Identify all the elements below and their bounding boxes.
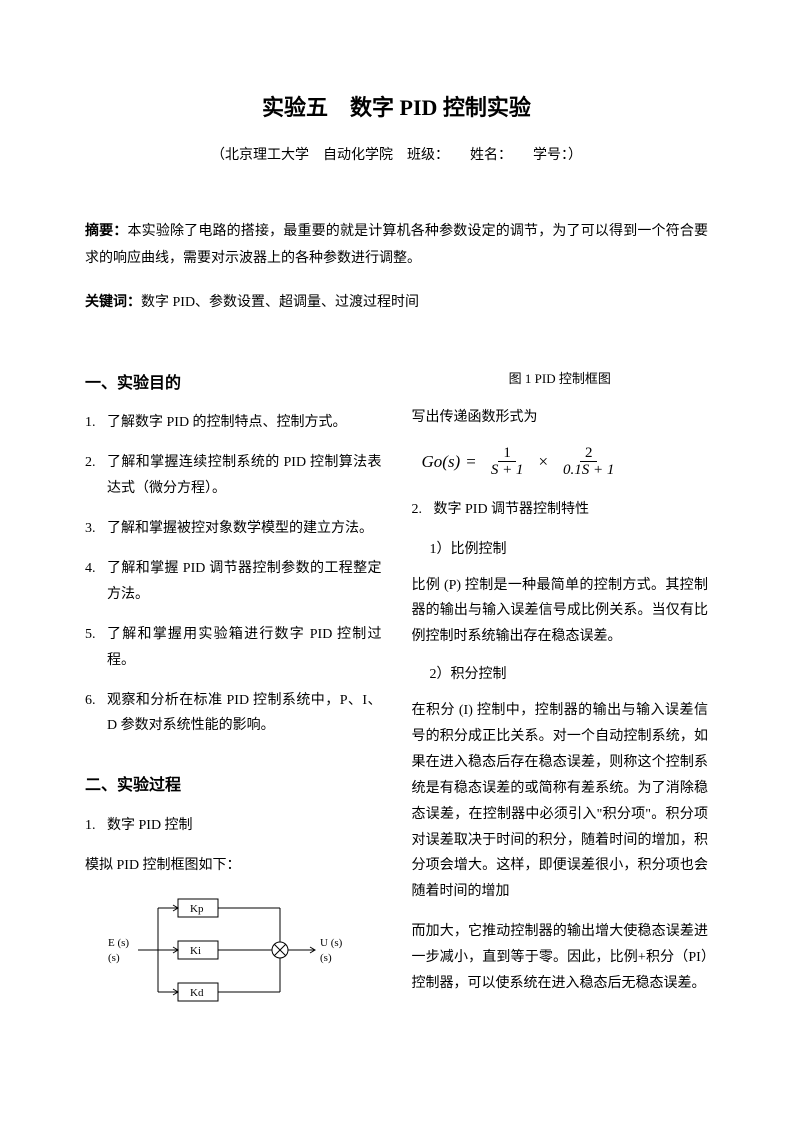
sub2-para1: 在积分 (I) 控制中，控制器的输出与输入误差信号的积分成正比关系。对一个自动控… bbox=[412, 698, 709, 905]
section1-heading: 一、实验目的 bbox=[85, 369, 382, 399]
svg-text:U (s): U (s) bbox=[320, 937, 343, 949]
sub1-para: 比例 (P) 控制是一种最简单的控制方式。其控制器的输出与输入误差信号成比例关系… bbox=[412, 573, 709, 651]
list-item: 1.数字 PID 控制 bbox=[85, 813, 382, 839]
two-column-layout: 一、实验目的 1.了解数字 PID 的控制特点、控制方式。 2.了解和掌握连续控… bbox=[85, 367, 708, 1021]
list-text: 了解数字 PID 的控制特点、控制方式。 bbox=[107, 410, 382, 436]
subtitle: （北京理工大学 自动化学院 班级： 姓名： 学号：） bbox=[85, 144, 708, 164]
keywords-label: 关键词： bbox=[85, 295, 141, 310]
abstract-text: 本实验除了电路的搭接，最重要的就是计算机各种参数设定的调节，为了可以得到一个符合… bbox=[85, 224, 708, 266]
list-text: 数字 PID 控制 bbox=[107, 813, 382, 839]
list-num: 4. bbox=[85, 556, 107, 608]
svg-text:E (s): E (s) bbox=[108, 937, 129, 949]
times-icon: × bbox=[538, 446, 548, 477]
list-num: 6. bbox=[85, 688, 107, 740]
list-num: 1. bbox=[85, 813, 107, 839]
list-text: 了解和掌握被控对象数学模型的建立方法。 bbox=[107, 516, 382, 542]
abstract-label: 摘要： bbox=[85, 224, 128, 239]
sub2-heading: 2）积分控制 bbox=[430, 662, 709, 688]
diagram-intro: 模拟 PID 控制框图如下： bbox=[85, 853, 382, 879]
formula-eq: = bbox=[466, 446, 476, 477]
svg-text:Kp: Kp bbox=[190, 903, 204, 915]
list-num: 1. bbox=[85, 410, 107, 436]
fraction-1: 1 S + 1 bbox=[486, 445, 529, 479]
left-column: 一、实验目的 1.了解数字 PID 的控制特点、控制方式。 2.了解和掌握连续控… bbox=[85, 367, 382, 1021]
fraction-2: 2 0.1S + 1 bbox=[558, 445, 619, 479]
formula-lhs: Go(s) bbox=[422, 446, 461, 477]
sub2-para2: 而加大，它推动控制器的输出增大使稳态误差进一步减小，直到等于零。因此，比例+积分… bbox=[412, 919, 709, 997]
page-title: 实验五 数字 PID 控制实验 bbox=[85, 90, 708, 122]
svg-text:Kd: Kd bbox=[190, 987, 204, 999]
svg-text:(s): (s) bbox=[108, 952, 120, 964]
right-column: 图 1 PID 控制框图 写出传递函数形式为 Go(s) = 1 S + 1 ×… bbox=[412, 367, 709, 1021]
list-item: 6.观察和分析在标准 PID 控制系统中，P、I、D 参数对系统性能的影响。 bbox=[85, 688, 382, 740]
figure-caption: 图 1 PID 控制框图 bbox=[412, 367, 709, 391]
list-item: 3.了解和掌握被控对象数学模型的建立方法。 bbox=[85, 516, 382, 542]
list-text: 了解和掌握连续控制系统的 PID 控制算法表达式（微分方程）。 bbox=[107, 450, 382, 502]
list-num: 5. bbox=[85, 622, 107, 674]
abstract: 摘要：本实验除了电路的搭接，最重要的就是计算机各种参数设定的调节，为了可以得到一… bbox=[85, 219, 708, 272]
list-item: 4.了解和掌握 PID 调节器控制参数的工程整定方法。 bbox=[85, 556, 382, 608]
block-diagram-icon: Kp Ki Kd E (s) (s) U (s) (s) bbox=[100, 891, 360, 1011]
list-num: 2. bbox=[85, 450, 107, 502]
list-text: 观察和分析在标准 PID 控制系统中，P、I、D 参数对系统性能的影响。 bbox=[107, 688, 382, 740]
keywords-text: 数字 PID、参数设置、超调量、过渡过程时间 bbox=[141, 295, 419, 310]
sub1-heading: 1）比例控制 bbox=[430, 537, 709, 563]
pid-block-diagram: Kp Ki Kd E (s) (s) U (s) (s) bbox=[100, 891, 382, 1021]
list-item: 2.了解和掌握连续控制系统的 PID 控制算法表达式（微分方程）。 bbox=[85, 450, 382, 502]
tf-intro: 写出传递函数形式为 bbox=[412, 405, 709, 431]
list-item: 1.了解数字 PID 的控制特点、控制方式。 bbox=[85, 410, 382, 436]
list-item: 2.数字 PID 调节器控制特性 bbox=[412, 497, 709, 523]
list-text: 数字 PID 调节器控制特性 bbox=[434, 497, 709, 523]
svg-text:(s): (s) bbox=[320, 952, 332, 964]
list-num: 2. bbox=[412, 497, 434, 523]
list-text: 了解和掌握 PID 调节器控制参数的工程整定方法。 bbox=[107, 556, 382, 608]
list-text: 了解和掌握用实验箱进行数字 PID 控制过程。 bbox=[107, 622, 382, 674]
transfer-function-formula: Go(s) = 1 S + 1 × 2 0.1S + 1 bbox=[422, 445, 709, 479]
list-num: 3. bbox=[85, 516, 107, 542]
section2-heading: 二、实验过程 bbox=[85, 771, 382, 801]
keywords: 关键词：数字 PID、参数设置、超调量、过渡过程时间 bbox=[85, 290, 708, 317]
svg-text:Ki: Ki bbox=[190, 945, 201, 957]
list-item: 5.了解和掌握用实验箱进行数字 PID 控制过程。 bbox=[85, 622, 382, 674]
